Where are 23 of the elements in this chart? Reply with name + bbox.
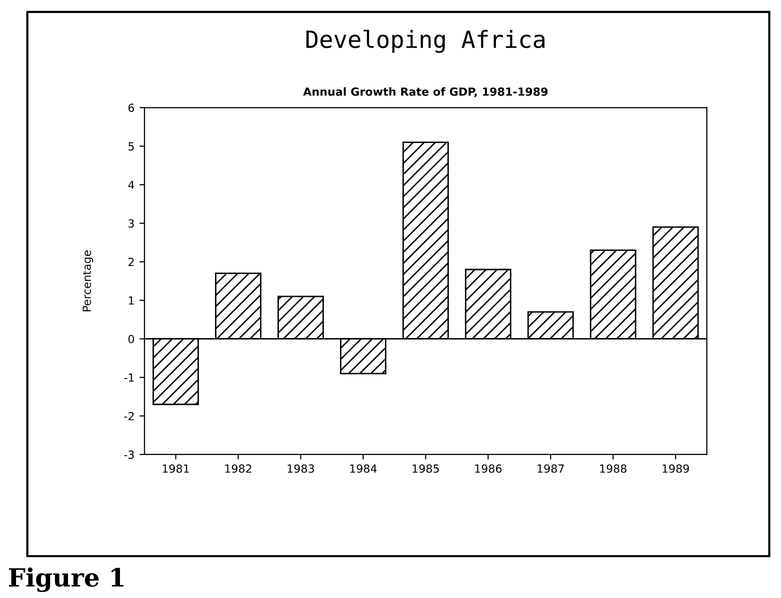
y-tick-label: 0 [128, 334, 134, 344]
y-tick-label: 4 [128, 180, 134, 189]
x-tick-label: 1985 [412, 464, 439, 473]
caption: Figure 1 [8, 567, 124, 592]
x-tick-label: 1982 [225, 464, 252, 473]
x-tick-label: 1989 [662, 464, 689, 473]
y-tick-label: 1 [128, 296, 134, 305]
chart-title: Developing Africa [306, 30, 544, 53]
y-tick-label: -2 [124, 412, 134, 420]
x-tick-label: 1983 [288, 464, 314, 473]
y-tick-label: -1 [124, 374, 134, 382]
y-tick-label: 2 [128, 258, 134, 266]
x-tick-label: 1986 [475, 464, 502, 473]
x-tick-label: 1988 [600, 464, 626, 473]
x-tick-label: 1981 [162, 464, 189, 473]
y-tick-label: -3 [124, 450, 134, 459]
x-tick-label: 1987 [538, 464, 564, 473]
y-axis-title: Percentage [82, 250, 94, 312]
y-tick-label: 6 [128, 104, 134, 112]
y-tick-label: 5 [128, 142, 134, 151]
x-tick-label: 1984 [350, 464, 377, 473]
chart-subtitle: Annual Growth Rate of GDP, 1981-1989 [303, 87, 548, 98]
y-tick-label: 3 [128, 219, 134, 228]
